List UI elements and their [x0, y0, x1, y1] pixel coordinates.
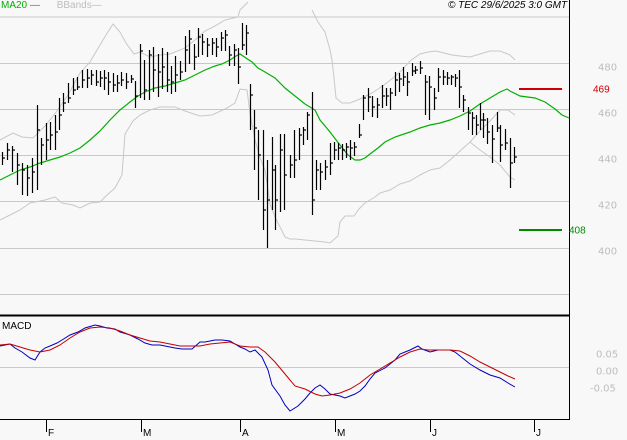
month-label-apr: A — [242, 428, 249, 439]
price-tick-420: 420 — [598, 200, 618, 212]
bband-upper — [0, 1, 249, 141]
macd-tick-0.05: 0.05 — [596, 349, 619, 361]
legend-ma20-swatch: — — [27, 0, 40, 11]
month-ticks — [46, 420, 535, 432]
macd-tick-0.00: 0.00 — [596, 366, 619, 378]
ma20-line — [0, 53, 570, 181]
month-label-feb: F — [48, 428, 55, 439]
legend-bbands-swatch: — — [91, 0, 102, 11]
month-label-jun: J — [432, 428, 437, 439]
month-label-jul: J — [536, 428, 541, 439]
ohlc-bars — [1, 23, 517, 248]
macd-title: MACD — [2, 321, 32, 332]
macd-line — [0, 324, 516, 412]
bollinger-bands — [0, 1, 516, 244]
price-tick-400: 400 — [598, 246, 618, 258]
resistance-label: 469 — [593, 84, 610, 96]
bband-upper-2 — [311, 9, 516, 104]
legend-bbands: BBands — [56, 0, 92, 11]
copyright-timestamp: © TEC 29/6/2025 3:0 GMT — [448, 0, 568, 11]
legend-ma20: MA20 — [1, 0, 28, 11]
signal-line — [0, 326, 516, 397]
price-tick-440: 440 — [598, 154, 618, 166]
bband-lower — [0, 88, 516, 244]
price-tick-480: 480 — [598, 62, 618, 74]
macd-tick-minus-0.05: -0.05 — [590, 383, 616, 395]
chart-legend: MA20 — BBands— — [1, 0, 102, 12]
month-label-may: M — [337, 428, 346, 439]
price-tick-460: 460 — [598, 108, 618, 120]
support-label: 408 — [569, 225, 586, 237]
month-label-mar: M — [143, 428, 152, 439]
